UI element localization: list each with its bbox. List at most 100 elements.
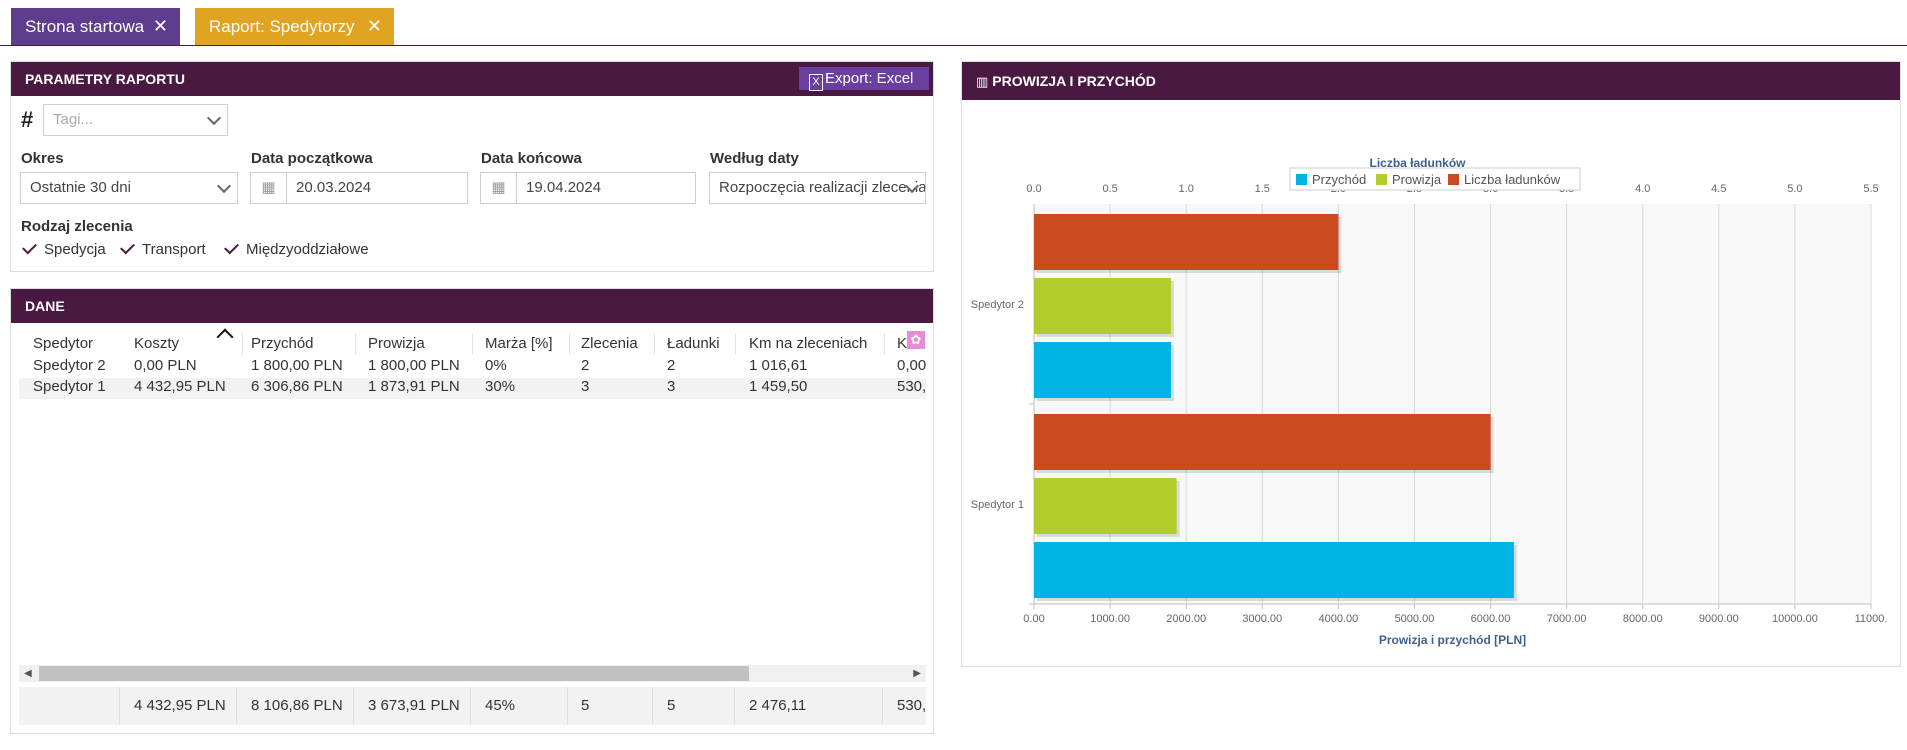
checkbox-label: Transport (142, 241, 206, 258)
tab-raport-spedytorzy[interactable]: Raport: Spedytorzy ✕ (195, 8, 394, 45)
calendar-icon[interactable]: ▦ (481, 173, 517, 203)
scrollbar-thumb[interactable] (39, 666, 749, 681)
column-header-spedytor[interactable]: Spedytor (33, 335, 94, 352)
column-header-zlecenia[interactable]: Zlecenia (581, 335, 638, 352)
check-icon (120, 239, 135, 255)
column-header-przychod[interactable]: Przychód (251, 335, 314, 352)
close-icon[interactable]: ✕ (152, 16, 168, 36)
scroll-left-icon[interactable]: ◀ (24, 668, 32, 679)
total-km-na-zleceniach: 2 476,11 (749, 697, 807, 714)
legend-label: Liczba ładunków (1464, 172, 1561, 187)
check-icon (22, 239, 37, 255)
x-bottom-tick-label: 10000.00 (1772, 613, 1818, 625)
legend-swatch (1448, 174, 1459, 185)
column-header-km-na-zleceniach[interactable]: Km na zleceniach (749, 335, 868, 352)
column-header-ladunki[interactable]: Ładunki (667, 335, 720, 352)
export-label: Export: Excel (825, 70, 914, 87)
calendar-icon[interactable]: ▦ (251, 173, 287, 203)
column-separator[interactable] (242, 333, 243, 355)
tab-label: Raport: Spedytorzy (209, 17, 355, 36)
x-bottom-tick-label: 9000.00 (1699, 613, 1739, 625)
check-icon (224, 239, 239, 255)
cell-marza: 30% (485, 378, 516, 395)
data-panel: DANE Spedytor Koszty Przychód Prowizja M… (10, 288, 934, 734)
okres-select[interactable]: Ostatnie 30 dni (20, 172, 238, 204)
settings-icon[interactable]: ✿ (907, 331, 925, 349)
x-bottom-tick-label: 5000.00 (1395, 613, 1435, 625)
by-date-value: Rozpoczęcia realizacji zlecenia (719, 179, 926, 196)
sort-ascending-icon[interactable] (216, 328, 234, 346)
bar-liczba-ładunków (1034, 214, 1339, 270)
close-icon[interactable]: ✕ (366, 16, 382, 36)
tab-strona-startowa[interactable]: Strona startowa ✕ (11, 8, 180, 45)
cell-prowizja: 1 873,91 PLN (368, 378, 460, 395)
column-header-prowizja[interactable]: Prowizja (368, 335, 425, 352)
hash-icon: # (21, 107, 34, 132)
cell-prowizja: 1 800,00 PLN (368, 357, 460, 374)
bar-prowizja (1034, 278, 1171, 334)
column-separator[interactable] (735, 333, 736, 355)
cell-km-na-zleceniach: 1 016,61 (749, 357, 808, 374)
horizontal-scrollbar[interactable]: ◀ ▶ (19, 665, 926, 682)
panel-title: PARAMETRY RAPORTU (25, 71, 185, 87)
legend-box (1289, 167, 1581, 191)
total-zlecenia: 5 (581, 697, 590, 714)
total-ladunki: 5 (667, 697, 676, 714)
legend-label: Prowizja (1392, 172, 1442, 187)
export-excel-button[interactable]: X Export: Excel (799, 67, 929, 91)
checkbox-spedycja[interactable]: Spedycja (22, 239, 106, 258)
cell-koszty: 0,00 PLN (134, 357, 197, 374)
date-start-value: 20.03.2024 (296, 179, 372, 196)
column-header-marza[interactable]: Marża [%] (485, 335, 553, 352)
checkbox-miedzyoddzialowe[interactable]: Międzyoddziałowe (224, 239, 369, 258)
by-date-select[interactable]: Rozpoczęcia realizacji zlecenia (709, 172, 926, 204)
date-start-input[interactable]: ▦ 20.03.2024 (250, 172, 468, 204)
order-type-label: Rodzaj zlecenia (21, 218, 133, 235)
column-separator[interactable] (884, 333, 885, 355)
date-end-input[interactable]: ▦ 19.04.2024 (480, 172, 696, 204)
cell-km: 0,00 (897, 357, 926, 374)
legend-swatch (1376, 174, 1387, 185)
column-separator (470, 687, 471, 725)
column-separator[interactable] (654, 333, 655, 355)
x-top-tick-label: 5.0 (1787, 183, 1802, 195)
column-separator[interactable] (569, 333, 570, 355)
date-end-value: 19.04.2024 (526, 179, 602, 196)
legend-swatch (1296, 174, 1307, 185)
panel-header: PARAMETRY RAPORTU X Export: Excel (11, 62, 933, 96)
x-top-axis-title: Liczba ładunków (1369, 156, 1466, 170)
x-top-tick-label: 5.5 (1863, 183, 1878, 195)
cell-ladunki: 3 (667, 378, 676, 395)
table-row[interactable]: Spedytor 1 4 432,95 PLN 6 306,86 PLN 1 8… (19, 378, 926, 399)
table-row[interactable]: Spedytor 2 0,00 PLN 1 800,00 PLN 1 800,0… (19, 357, 926, 378)
x-top-tick-label: 1.5 (1255, 183, 1270, 195)
column-header-koszty[interactable]: Koszty (134, 335, 180, 352)
cell-przychod: 1 800,00 PLN (251, 357, 343, 374)
tags-select[interactable]: Tagi... (43, 104, 228, 136)
bar-liczba-ładunków (1034, 414, 1491, 470)
x-bottom-tick-label: 6000.00 (1471, 613, 1511, 625)
x-top-tick-label: 1.0 (1179, 183, 1194, 195)
cell-koszty: 4 432,95 PLN (134, 378, 226, 395)
cell-spedytor: Spedytor 2 (33, 357, 106, 374)
panel-header: DANE (11, 289, 933, 323)
scroll-right-icon[interactable]: ▶ (913, 668, 921, 679)
column-separator (353, 687, 354, 725)
chevron-down-icon (206, 110, 222, 126)
report-parameters-panel: PARAMETRY RAPORTU X Export: Excel # Tagi.… (10, 61, 934, 272)
checkbox-transport[interactable]: Transport (120, 239, 206, 258)
y-category-label: Spedytor 1 (971, 499, 1024, 511)
x-bottom-tick-label: 4000.00 (1318, 613, 1358, 625)
x-bottom-tick-label: 11000. (1855, 613, 1888, 625)
column-separator[interactable] (472, 333, 473, 355)
total-prowizja: 3 673,91 PLN (368, 697, 460, 714)
cell-km: 530, (897, 378, 926, 395)
x-bottom-axis-title: Prowizja i przychód [PLN] (1379, 633, 1526, 647)
total-przychod: 8 106,86 PLN (251, 697, 343, 714)
x-bottom-tick-label: 3000.00 (1242, 613, 1282, 625)
column-separator (652, 687, 653, 725)
column-separator[interactable] (355, 333, 356, 355)
column-separator (567, 687, 568, 725)
column-separator (734, 687, 735, 725)
cell-km-na-zleceniach: 1 459,50 (749, 378, 808, 395)
